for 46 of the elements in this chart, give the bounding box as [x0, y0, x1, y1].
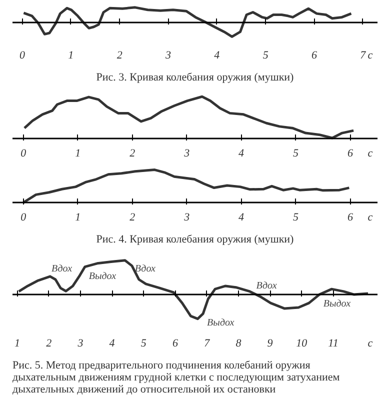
x-tick-label: 2 — [116, 50, 123, 62]
x-tick-label: 0 — [20, 148, 27, 160]
x-tick-label: 2 — [130, 148, 136, 160]
annotation: Выдох — [323, 298, 352, 310]
x-tick-label: 0 — [20, 212, 27, 224]
x-tick-label: 7 — [204, 338, 210, 350]
x-tick-label: 6 — [311, 50, 318, 62]
x-tick-label: 10 — [296, 338, 308, 350]
text: Рис. 4. Кривая колебания оружия (мушки) — [96, 234, 294, 246]
x-axis-title: c — [368, 338, 373, 350]
x-tick-label: 6 — [348, 148, 354, 160]
annotation: Вдох — [51, 263, 73, 274]
x-tick-label: 6 — [348, 212, 354, 224]
x-tick-label: 4 — [214, 50, 220, 62]
x-tick-label: 4 — [238, 148, 245, 160]
x-tick-label: 3 — [183, 148, 190, 160]
annotation: Вдох — [256, 280, 278, 292]
x-tick-label: 8 — [236, 338, 242, 350]
x-tick-label: 3 — [183, 212, 190, 224]
x-tick-label: 6 — [172, 338, 178, 350]
x-tick-label: 4 — [238, 212, 245, 224]
annotation: Выдох — [207, 318, 235, 329]
x-axis-title: c — [368, 50, 373, 62]
x-axis-title: c — [368, 148, 373, 160]
x-tick-label: 11 — [328, 338, 338, 350]
x-tick-label: 5 — [293, 212, 300, 224]
x-tick-label: 1 — [14, 338, 20, 350]
x-tick-label: 1 — [68, 50, 74, 62]
annotation: Выдох — [88, 270, 117, 282]
x-tick-label: 9 — [267, 338, 274, 350]
x-tick-label: 7 — [360, 50, 366, 62]
x-axis-title: c — [368, 212, 373, 224]
x-tick-label: 0 — [19, 50, 26, 62]
x-tick-label: 2 — [46, 338, 52, 350]
x-tick-label: 3 — [164, 50, 172, 62]
text: Рис. 3. Кривая колебания оружия (мушки) — [96, 72, 294, 84]
x-tick-label: 1 — [75, 148, 81, 160]
x-tick-label: 1 — [75, 212, 81, 224]
x-tick-label: 5 — [140, 338, 147, 350]
x-tick-label: 3 — [76, 338, 84, 350]
x-tick-label: 5 — [262, 50, 269, 62]
annotation: Вдох — [134, 263, 156, 274]
x-tick-label: 2 — [130, 212, 136, 224]
x-tick-label: 5 — [293, 148, 300, 160]
x-tick-label: 4 — [109, 338, 116, 350]
text: Рис. 5. Метод предварительного подчинения колебаний оружия дыхательным движениям грудной клетки с последующим затуханием дыхательных движений до относительной их остановки — [12, 360, 340, 396]
